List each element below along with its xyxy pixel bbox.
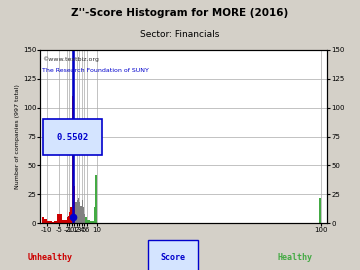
Text: Sector: Financials: Sector: Financials [140,30,220,39]
Text: 0.5502: 0.5502 [56,133,89,142]
Bar [94,207,95,223]
Y-axis label: Number of companies (997 total): Number of companies (997 total) [15,84,20,189]
Bar [85,217,87,223]
Bar [54,221,57,223]
Bar [44,219,47,223]
Bar [82,200,83,223]
Bar [89,220,90,223]
Text: The Research Foundation of SUNY: The Research Foundation of SUNY [42,68,149,73]
Bar [49,221,52,223]
Text: Unhealthy: Unhealthy [28,253,73,262]
Bar [91,221,93,223]
Bar [74,186,75,223]
Bar [69,212,71,223]
Bar [64,220,67,223]
Bar [71,207,72,223]
Text: Z''-Score Histogram for MORE (2016): Z''-Score Histogram for MORE (2016) [71,8,289,18]
Bar [93,221,94,223]
Bar [52,222,54,223]
Bar [75,202,77,223]
Text: Score: Score [160,253,185,262]
Bar [78,198,79,223]
Bar [47,221,49,223]
Bar [57,214,59,223]
Bar [67,217,68,223]
Bar [87,220,88,223]
Bar [95,175,96,223]
Bar [72,96,73,223]
Bar [62,220,64,223]
Bar [68,216,69,223]
Text: Healthy: Healthy [278,253,313,262]
Bar [84,214,85,223]
Bar [79,202,80,223]
Bar [90,221,91,223]
Bar [83,207,84,223]
Bar [59,214,62,223]
Text: ©www.textbiz.org: ©www.textbiz.org [42,57,99,62]
Bar [88,220,89,223]
Bar [80,206,82,223]
Bar [73,52,74,223]
Bar [42,217,44,223]
Bar [77,200,78,223]
Bar [319,198,321,223]
